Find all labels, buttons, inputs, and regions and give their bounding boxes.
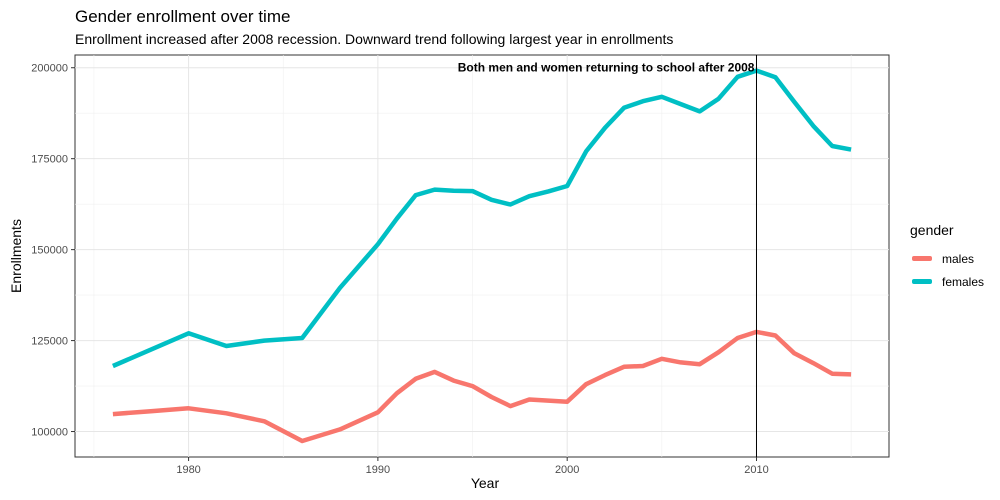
chart-title: Gender enrollment over time [75,7,291,26]
x-tick-label: 1990 [366,464,390,476]
y-tick-label: 150000 [31,245,68,257]
annotation-label: Both men and women returning to school a… [458,61,755,75]
y-axis-title: Enrollments [8,219,24,293]
y-tick-label: 200000 [31,63,68,75]
x-tick-label: 2010 [744,464,768,476]
x-axis-ticks: 1980 1990 2000 2010 [176,457,769,476]
plot-panel [74,54,890,458]
x-tick-label: 2000 [555,464,579,476]
series-line-females [112,68,852,369]
series-lines [112,68,852,444]
legend-key-males [912,256,932,261]
legend-label-females: females [942,274,985,289]
y-axis-ticks: 100000 125000 150000 175000 200000 [31,63,75,439]
legend-title: gender [910,222,954,238]
x-axis-title: Year [470,475,500,491]
y-tick-label: 100000 [31,427,68,439]
legend-item-males: males [910,247,984,270]
chart-subtitle: Enrollment increased after 2008 recessio… [75,31,674,47]
series-line-males [112,329,852,444]
legend-key-females [912,279,932,284]
y-tick-label: 175000 [31,154,68,166]
legend-item-females: females [910,270,984,293]
x-tick-label: 1980 [176,464,200,476]
legend: gender males females [910,222,984,293]
minor-gridlines [75,55,889,457]
annotation-layer: Both men and women returning to school a… [458,55,757,457]
legend-label-males: males [942,251,975,266]
y-tick-label: 125000 [31,336,68,348]
